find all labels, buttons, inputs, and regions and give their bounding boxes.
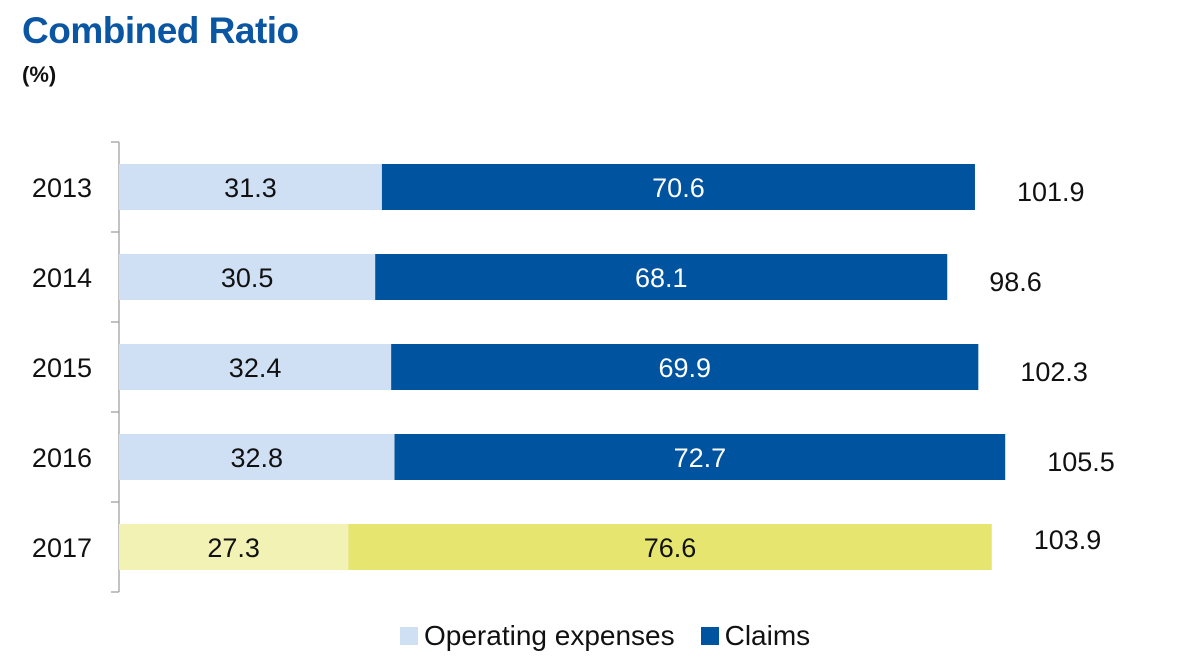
legend-label-operating-expenses: Operating expenses [424, 620, 675, 651]
bar-claims [394, 434, 1006, 480]
data-label-operating-expenses: 27.3 [207, 533, 260, 563]
category-label: 2015 [32, 353, 92, 383]
category-label: 2016 [32, 443, 92, 473]
bar-operating-expenses [119, 344, 392, 390]
legend-swatch-claims [700, 627, 719, 645]
chart-title: Combined Ratio [22, 10, 299, 51]
bar-operating-expenses [119, 254, 376, 300]
category-label: 2013 [32, 173, 92, 203]
data-label-operating-expenses: 31.3 [224, 173, 277, 203]
data-label-claims: 69.9 [658, 353, 711, 383]
total-label: 103.9 [1034, 525, 1102, 555]
bar-claims [381, 164, 975, 210]
chart-subtitle: (%) [22, 62, 57, 87]
data-label-claims: 68.1 [635, 263, 688, 293]
legend-swatch-operating-expenses [400, 627, 418, 645]
bar-operating-expenses [119, 524, 349, 570]
data-label-operating-expenses: 30.5 [221, 263, 274, 293]
total-label: 105.5 [1047, 447, 1115, 477]
bar-operating-expenses [119, 434, 395, 480]
category-label: 2017 [32, 533, 92, 563]
legend-item-operating-expenses: Operating expenses [400, 620, 675, 652]
legend-item-claims: Claims [700, 620, 811, 652]
total-label: 101.9 [1017, 177, 1085, 207]
data-label-claims: 72.7 [674, 443, 727, 473]
data-label-operating-expenses: 32.8 [230, 443, 283, 473]
data-label-claims: 76.6 [644, 533, 697, 563]
total-label: 98.6 [989, 267, 1042, 297]
bar-claims [391, 344, 979, 390]
data-label-claims: 70.6 [652, 173, 705, 203]
chart-legend: Operating expenses Claims [400, 620, 836, 652]
total-label: 102.3 [1020, 357, 1088, 387]
legend-label-claims: Claims [724, 620, 811, 651]
data-label-operating-expenses: 32.4 [229, 353, 282, 383]
category-label: 2014 [32, 263, 92, 293]
bar-operating-expenses [119, 164, 382, 210]
bar-claims [375, 254, 948, 300]
bar-claims [348, 524, 992, 570]
